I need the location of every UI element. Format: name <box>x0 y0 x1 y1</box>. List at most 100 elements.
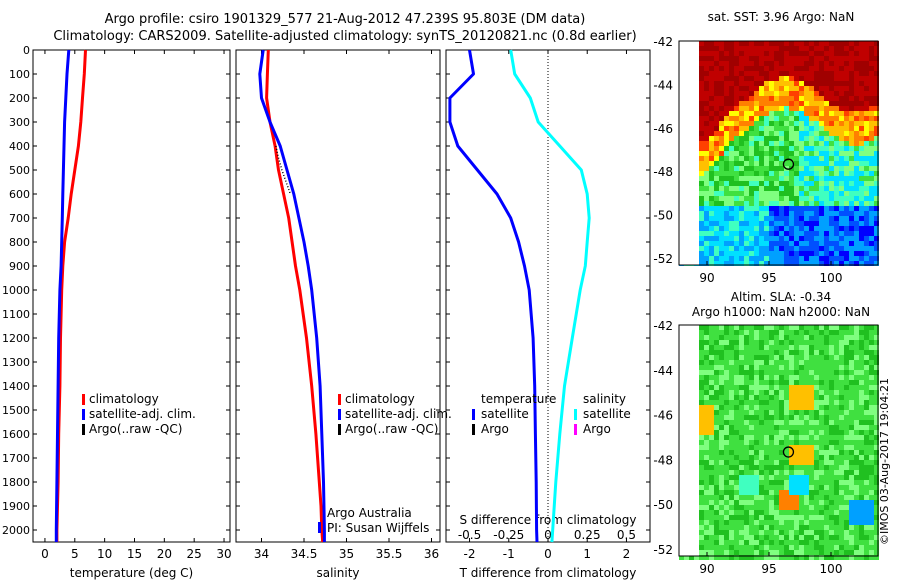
map-cell <box>704 460 709 465</box>
map-cell <box>829 256 834 261</box>
map-cell <box>759 555 764 560</box>
map-cell <box>754 410 759 415</box>
map-cell <box>859 350 864 355</box>
map-cell <box>849 515 854 520</box>
map-cell <box>734 236 739 241</box>
map-cell <box>869 525 874 530</box>
map-cell <box>864 131 869 136</box>
map-cell <box>834 161 839 166</box>
map-cell <box>799 96 804 101</box>
map-cell <box>789 256 794 261</box>
map-cell <box>699 131 704 136</box>
map-cell <box>849 161 854 166</box>
map-cell <box>784 545 789 550</box>
map-cell <box>819 365 824 370</box>
map-cell <box>784 211 789 216</box>
map-cell <box>859 256 864 261</box>
map-cell <box>809 201 814 206</box>
map-cell <box>834 261 839 266</box>
map-cell <box>849 126 854 131</box>
map-cell <box>709 325 714 330</box>
map-cell <box>814 136 819 141</box>
map-cell <box>849 151 854 156</box>
map-cell <box>849 71 854 76</box>
map-cell <box>784 246 789 251</box>
map-cell <box>829 555 834 560</box>
map-cell <box>774 375 779 380</box>
map-cell <box>834 136 839 141</box>
map-cell <box>864 530 869 535</box>
map-cell <box>809 86 814 91</box>
map-cell <box>719 161 724 166</box>
x-tick-label: 10 <box>97 547 112 561</box>
map-cell <box>779 186 784 191</box>
map-cell <box>754 101 759 106</box>
map-cell <box>829 111 834 116</box>
map-cell <box>704 176 709 181</box>
map-cell <box>734 151 739 156</box>
map-cell <box>799 156 804 161</box>
map-cell <box>789 206 794 211</box>
map-cell <box>724 465 729 470</box>
map-cell <box>809 211 814 216</box>
map-cell <box>794 545 799 550</box>
map-cell <box>769 545 774 550</box>
map-cell <box>779 520 784 525</box>
map-cell <box>709 335 714 340</box>
map-cell <box>849 340 854 345</box>
map-cell <box>714 261 719 266</box>
map-cell <box>834 495 839 500</box>
map-cell <box>724 101 729 106</box>
map-cell <box>709 460 714 465</box>
map-cell <box>719 136 724 141</box>
map-cell <box>874 415 879 420</box>
map-cell <box>839 545 844 550</box>
map-cell <box>839 385 844 390</box>
map-cell <box>704 465 709 470</box>
map-cell <box>839 126 844 131</box>
map-cell <box>749 96 754 101</box>
map-cell <box>804 136 809 141</box>
map-cell <box>759 410 764 415</box>
map-cell <box>794 81 799 86</box>
map-cell <box>829 465 834 470</box>
map-cell <box>769 460 774 465</box>
map-cell <box>874 76 879 81</box>
map-cell <box>849 116 854 121</box>
map-cell <box>844 106 849 111</box>
map-cell <box>764 530 769 535</box>
map-cell <box>779 236 784 241</box>
map-cell <box>734 485 739 490</box>
map-cell <box>759 51 764 56</box>
map-cell <box>804 186 809 191</box>
map-cell <box>714 206 719 211</box>
map-cell <box>714 146 719 151</box>
map-cell <box>789 435 794 440</box>
map-cell <box>724 211 729 216</box>
map-cell <box>744 440 749 445</box>
map-cell <box>774 365 779 370</box>
map-cell <box>804 211 809 216</box>
map-cell <box>869 505 874 510</box>
map-cell <box>744 445 749 450</box>
map-cell <box>709 261 714 266</box>
map-cell <box>789 430 794 435</box>
map-cell <box>829 395 834 400</box>
map-cell <box>784 510 789 515</box>
map-cell <box>714 545 719 550</box>
map-cell <box>779 490 784 495</box>
map-cell <box>864 430 869 435</box>
map-cell <box>714 66 719 71</box>
map-cell <box>699 91 704 96</box>
map-cell <box>849 470 854 475</box>
map-cell <box>759 231 764 236</box>
map-cell <box>729 41 734 46</box>
map-cell <box>794 216 799 221</box>
map-cell <box>874 505 879 510</box>
map-cell <box>864 196 869 201</box>
map-cell <box>719 510 724 515</box>
map-cell <box>734 430 739 435</box>
map-cell <box>854 161 859 166</box>
map-cell <box>824 151 829 156</box>
map-cell <box>819 445 824 450</box>
